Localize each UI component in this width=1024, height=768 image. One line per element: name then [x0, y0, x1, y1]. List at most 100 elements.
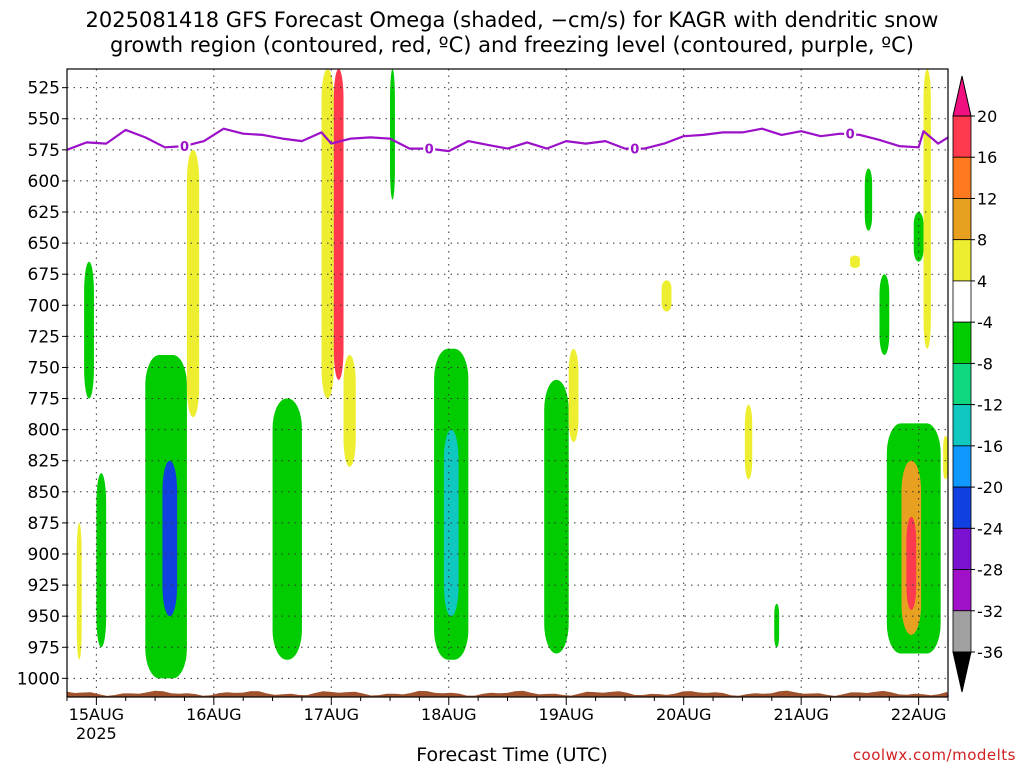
omega-shaded-region: [162, 460, 178, 617]
contour-label-bg: [423, 140, 436, 155]
omega-shaded-region: [390, 69, 395, 200]
x-tick-year-label: 2025: [76, 724, 117, 743]
omega-shaded-region: [661, 280, 672, 312]
site-credit: coolwx.com/modelts: [852, 746, 1016, 764]
x-tick-label: 17AUG: [304, 705, 359, 724]
y-tick-label: 975: [28, 638, 60, 658]
colorbar-label: -24: [977, 519, 1003, 538]
x-axis: 15AUG 16AUG 17AUG 18AUG 19AUG 20AUG 21AUG 22AUG…: [66, 697, 949, 743]
colorbar-label: -12: [977, 396, 1003, 415]
y-tick-label: 900: [28, 545, 60, 565]
contour-label-bg: [844, 125, 857, 140]
colorbar-label: 12: [977, 189, 997, 208]
y-tick-label: 625: [28, 203, 60, 223]
omega-shaded-region: [76, 522, 82, 660]
omega-shaded-region: [343, 355, 356, 467]
colorbar-segment: [952, 280, 972, 323]
y-tick-label: 550: [28, 110, 60, 130]
colorbar-label: 20: [977, 107, 997, 126]
colorbar: 20 16 12 8 4 -4 -8 -12 -16 -20 -24 -28 -32 -36: [952, 75, 1003, 693]
colorbar-segment: [952, 404, 972, 447]
colorbar-label: -32: [977, 602, 1003, 621]
y-tick-label: 525: [28, 79, 60, 99]
y-tick-label: 650: [28, 234, 60, 254]
colorbar-segment: [952, 486, 972, 529]
omega-shaded-region: [923, 69, 931, 349]
colorbar-top-arrow: [952, 75, 972, 117]
colorbar-bottom-arrow: [952, 651, 972, 693]
y-tick-label: 950: [28, 607, 60, 627]
omega-shaded-region: [186, 149, 200, 418]
omega-shaded-region: [568, 348, 579, 443]
y-tick-label: 700: [28, 296, 60, 316]
omega-shading: [76, 69, 948, 679]
y-tick-label: 725: [28, 327, 60, 347]
chart-title-line-1: 2025081418 GFS Forecast Omega (shaded, −…: [85, 8, 939, 32]
colorbar-label: 8: [977, 231, 987, 250]
freezing-level-label: 0: [630, 143, 639, 158]
x-tick-label: 21AUG: [773, 705, 828, 724]
y-tick-label: 750: [28, 358, 60, 378]
omega-shaded-region: [879, 274, 890, 356]
terrain-band: [67, 690, 948, 697]
omega-shaded-region: [913, 212, 924, 262]
colorbar-segment: [952, 115, 972, 158]
colorbar-label: -8: [977, 354, 993, 373]
freezing-level-label: 0: [425, 143, 434, 158]
x-tick-label: 20AUG: [656, 705, 711, 724]
omega-shaded-region: [272, 398, 302, 660]
colorbar-label: 16: [977, 148, 997, 167]
omega-shaded-region: [850, 255, 860, 268]
colorbar-segment: [952, 362, 972, 406]
y-tick-label: 825: [28, 452, 60, 472]
colorbar-segment: [952, 321, 972, 364]
colorbar-label: -16: [977, 437, 1003, 456]
omega-shaded-region: [906, 516, 917, 610]
y-tick-label: 575: [28, 141, 60, 161]
chart-title-line-2: growth region (contoured, red, ºC) and f…: [110, 33, 914, 57]
omega-shaded-region: [943, 435, 948, 480]
omega-shaded-region: [744, 404, 753, 480]
x-tick-label: 18AUG: [421, 705, 476, 724]
omega-shaded-region: [864, 168, 873, 231]
x-tick-label: 19AUG: [539, 705, 594, 724]
y-tick-label: 875: [28, 514, 60, 534]
y-tick-label: 675: [28, 265, 60, 285]
omega-shaded-region: [321, 69, 334, 399]
omega-shaded-region: [333, 69, 344, 380]
y-tick-label: 600: [28, 172, 60, 192]
x-axis-label: Forecast Time (UTC): [416, 744, 608, 766]
x-tick-label: 22AUG: [891, 705, 946, 724]
omega-shaded-region: [84, 261, 94, 399]
y-tick-label: 800: [28, 421, 60, 441]
colorbar-label: -28: [977, 561, 1003, 580]
y-tick-label: 850: [28, 483, 60, 503]
colorbar-segment: [952, 239, 972, 282]
colorbar-label: -4: [977, 313, 993, 332]
colorbar-segment: [952, 156, 972, 199]
colorbar-segment: [952, 445, 972, 488]
grid-lines: [67, 69, 948, 697]
colorbar-label: -36: [977, 643, 1003, 662]
omega-shaded-region: [774, 603, 780, 648]
omega-shaded-region: [544, 379, 569, 654]
colorbar-label: 4: [977, 272, 987, 291]
omega-shaded-region: [96, 473, 107, 648]
y-tick-label: 1000: [17, 669, 60, 689]
y-axis: 525 550 575 600 625 650 675 700 725 750 775 800 825 8…: [17, 79, 67, 689]
colorbar-segment: [952, 569, 972, 612]
y-tick-label: 925: [28, 576, 60, 596]
freezing-level-label: 0: [846, 128, 855, 143]
freezing-level-label: 0: [180, 140, 189, 155]
x-tick-label: 16AUG: [186, 705, 241, 724]
colorbar-label: -20: [977, 478, 1003, 497]
contour-label-bg: [178, 138, 191, 153]
colorbar-segment: [952, 527, 972, 570]
contour-label-bg: [628, 140, 641, 155]
x-tick-label: 15AUG: [69, 705, 124, 724]
colorbar-segment: [952, 198, 972, 241]
colorbar-segment: [952, 610, 972, 653]
y-tick-label: 775: [28, 390, 60, 410]
freezing-level-contour: [66, 127, 949, 153]
